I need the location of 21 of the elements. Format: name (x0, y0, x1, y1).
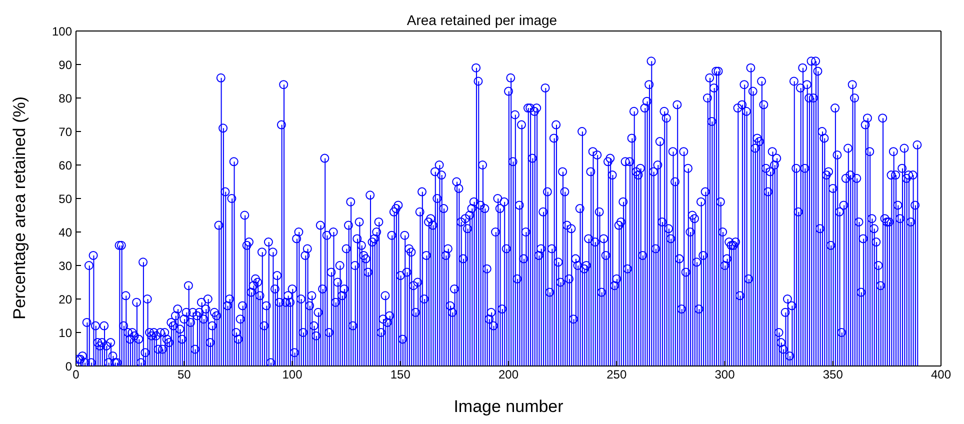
x-tick-label: 100 (282, 368, 303, 382)
y-tick-label: 30 (58, 258, 72, 273)
x-tick-label: 400 (930, 368, 952, 382)
x-tick-label: 50 (177, 368, 192, 382)
y-tick-label: 10 (58, 326, 72, 340)
x-tick-label: 350 (822, 368, 844, 382)
y-tick-label: 40 (58, 225, 72, 240)
y-tick-label: 50 (58, 192, 72, 206)
y-tick-label: 100 (52, 24, 72, 38)
chart-title: Area retained per image (406, 12, 558, 28)
y-axis-title: Percentage area retained (%) (10, 96, 30, 320)
y-tick-label: 80 (58, 91, 72, 106)
x-tick-label: 150 (390, 368, 411, 382)
y-tick-label: 60 (58, 158, 72, 172)
x-tick-label: 200 (498, 368, 519, 382)
x-axis-title: Image number (454, 397, 564, 416)
y-tick-label: 90 (58, 58, 72, 72)
x-tick-label: 300 (714, 368, 736, 382)
y-tick-label: 70 (58, 124, 72, 139)
x-tick-label: 250 (606, 368, 627, 382)
y-tick-label: 20 (58, 292, 72, 306)
